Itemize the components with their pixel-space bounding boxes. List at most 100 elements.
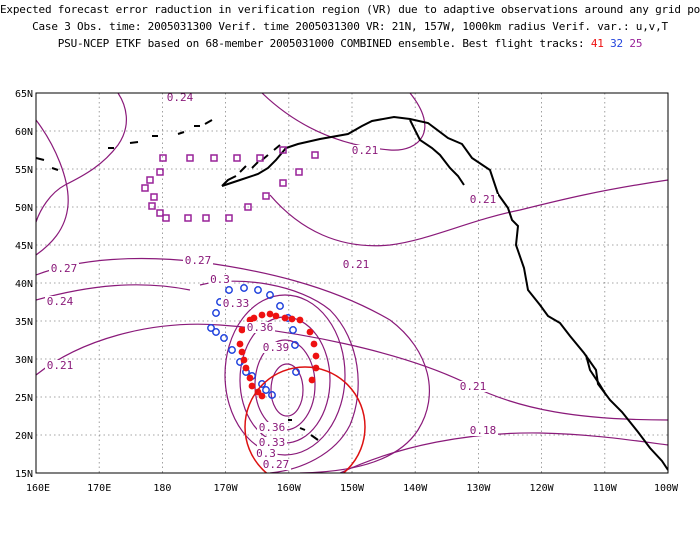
longitude-label: 150W	[340, 483, 365, 494]
contour-label: 0.36	[259, 421, 286, 434]
latitude-label: 65N	[15, 89, 33, 100]
track-41-marker	[310, 340, 318, 348]
contour-label-background	[183, 255, 213, 266]
contour-024-mid	[36, 284, 191, 301]
contour-label: 0.33	[259, 436, 286, 449]
contour-label-background	[468, 425, 498, 436]
track-25-marker	[159, 154, 167, 162]
track-41-marker	[238, 348, 246, 356]
latitude-label: 25N	[15, 393, 33, 404]
longitude-label: 110W	[593, 483, 618, 494]
track-41-marker	[308, 376, 316, 384]
contour-027-outer	[36, 257, 431, 473]
latitude-labels: 65N 60N 55N 50N 45N 40N 35N 30N 25N 20N 15N	[15, 89, 33, 480]
contour-label-background	[261, 342, 291, 353]
title-line-1: Expected forecast error raduction in ver…	[0, 3, 700, 16]
contour-label-background	[208, 274, 232, 285]
coast-alaska-peninsula	[221, 175, 237, 187]
latitude-label: 40N	[15, 279, 33, 290]
contour-label: 0.21	[470, 193, 497, 206]
contour-021-mid-right	[269, 179, 668, 247]
track-25-marker	[202, 214, 210, 222]
latitude-label: 55N	[15, 165, 33, 176]
verification-region-circle	[244, 366, 366, 473]
track-32-marker	[258, 380, 266, 388]
track-41-marker	[238, 326, 246, 334]
track-25-marker	[262, 192, 270, 200]
contour-label-background	[45, 360, 75, 371]
contour-label: 0.21	[460, 380, 487, 393]
plot-frame	[35, 92, 669, 474]
longitude-label: 100W	[654, 483, 679, 494]
contour-label-background	[257, 437, 287, 448]
contour-label-background	[49, 263, 79, 274]
track-32-marker	[212, 328, 220, 336]
track-25-marker	[244, 203, 252, 211]
longitude-label: 120W	[530, 483, 555, 494]
contour-label-background	[45, 296, 75, 307]
coast-alaska-islands	[239, 144, 281, 173]
track-41-marker	[246, 374, 254, 382]
track-32-marker	[212, 309, 220, 317]
track-41-marker	[266, 310, 274, 318]
track-41-marker	[296, 316, 304, 324]
track-41-label: 41	[590, 37, 604, 50]
track-25-marker	[148, 202, 156, 210]
latitude-label: 35N	[15, 317, 33, 328]
track-32-marker	[266, 291, 274, 299]
track-32-marker	[262, 386, 270, 394]
track-41-marker	[240, 356, 248, 364]
contour-label-background	[350, 145, 380, 156]
contour-label: 0.21	[343, 258, 370, 271]
coast-alaska-panhandle	[409, 119, 465, 186]
contour-label-background	[165, 93, 195, 103]
track-25-marker	[141, 184, 149, 192]
contour-label: 0.24	[167, 91, 194, 104]
track-25-label: 25	[629, 37, 643, 50]
track-25-marker	[150, 193, 158, 201]
track-32-marker	[292, 368, 300, 376]
longitude-label: 170W	[214, 483, 239, 494]
longitude-label: 160E	[26, 483, 50, 494]
track-32-marker	[254, 286, 262, 294]
track-25-marker	[184, 214, 192, 222]
contour-label-background	[245, 322, 275, 333]
track-25-marker	[279, 179, 287, 187]
title-line-3-prefix: PSU-NCEP ETKF based on 68-member 2005031…	[57, 37, 585, 50]
title-line-2: Case 3 Obs. time: 2005031300 Verif. time…	[32, 20, 668, 33]
coast-aleutians	[36, 119, 213, 171]
contour-label: 0.39	[263, 341, 290, 354]
track-41-marker	[306, 328, 314, 336]
contour-label-background	[257, 422, 287, 433]
contour-label-background	[261, 459, 291, 470]
track-25-marker	[233, 154, 241, 162]
track-25-marker	[156, 209, 164, 217]
contour-label: 0.21	[47, 359, 74, 372]
track-25-marker	[225, 214, 233, 222]
track-41-marker	[258, 392, 266, 400]
contour-03	[199, 280, 359, 473]
contour-value-labels: 0.240.210.210.210.270.270.240.210.30.330…	[45, 91, 498, 471]
coastline	[36, 115, 668, 471]
track-32-marker	[225, 286, 233, 294]
track-41-marker	[312, 352, 320, 360]
coast-baja	[585, 354, 607, 396]
track-32-label: 32	[610, 37, 623, 50]
graticule	[36, 93, 668, 473]
track-25-marker	[256, 154, 264, 162]
latitude-label: 20N	[15, 431, 33, 442]
longitude-label: 130W	[466, 483, 491, 494]
contour-label: 0.27	[51, 262, 78, 275]
track-41-marker	[250, 314, 258, 322]
track-25-marker	[156, 168, 164, 176]
contour-021-lower	[36, 323, 668, 421]
longitude-labels: 160E 170E 180 170W 160W 150W 140W 130W 120W 110W 1…	[26, 483, 679, 494]
longitude-label: 160W	[277, 483, 302, 494]
track-32-marker	[289, 326, 297, 334]
contour-label: 0.33	[223, 297, 250, 310]
track-41-marker	[248, 382, 256, 390]
track-32-marker	[268, 391, 276, 399]
contour-label: 0.3	[210, 273, 230, 286]
latitude-label: 15N	[15, 469, 33, 480]
